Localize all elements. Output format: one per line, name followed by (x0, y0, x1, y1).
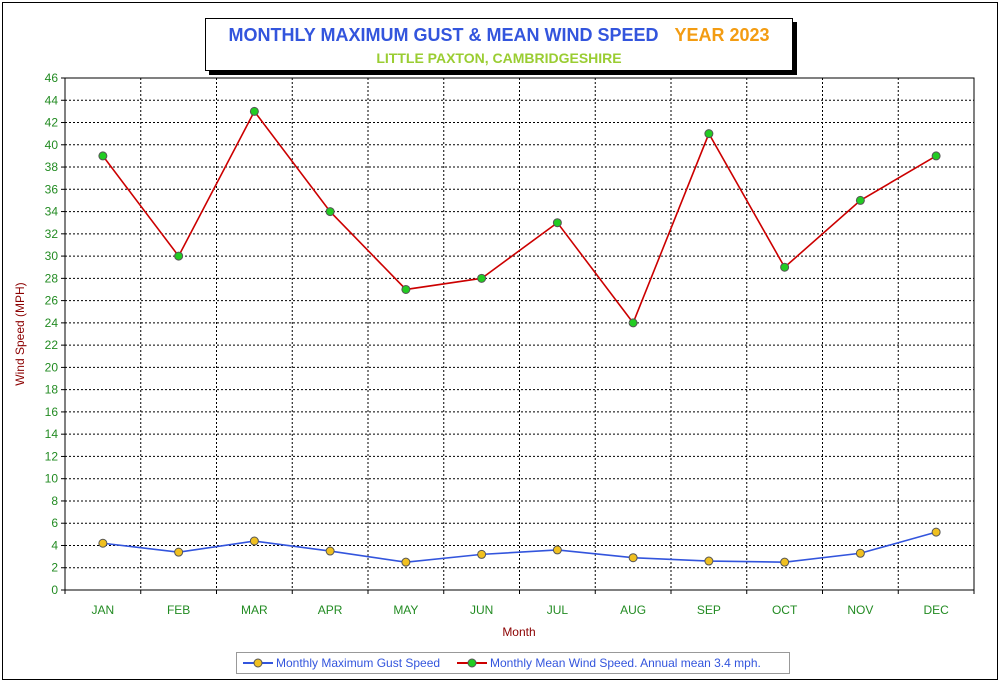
series (98, 106, 941, 567)
y-tick-label: 8 (51, 494, 58, 508)
x-tick-label-nov: NOV (847, 603, 873, 617)
x-tick-label-jan: JAN (92, 603, 115, 617)
data-point-gust-mar (249, 536, 259, 546)
y-tick-label: 4 (51, 538, 58, 552)
data-point-mean-mar (249, 106, 259, 116)
legend-item-gust: Monthly Maximum Gust Speed (243, 656, 440, 670)
data-point-mean-nov (855, 195, 865, 205)
chart-subtitle: LITTLE PAXTON, CAMBRIDGESHIRE (376, 50, 622, 66)
data-point-gust-jun (477, 549, 487, 559)
data-point-mean-aug (628, 318, 638, 328)
x-tick-label-aug: AUG (620, 603, 646, 617)
y-axis-title: Wind Speed (MPH) (13, 282, 27, 385)
y-tick-label: 42 (45, 116, 59, 130)
x-tick-label-feb: FEB (167, 603, 190, 617)
title-main: MONTHLY MAXIMUM GUST & MEAN WIND SPEED (228, 25, 659, 45)
y-tick-label: 16 (45, 405, 59, 419)
y-tick-label: 0 (51, 583, 58, 597)
data-point-mean-may (401, 284, 411, 294)
data-point-mean-jul (552, 218, 562, 228)
x-tick-label-jul: JUL (547, 603, 569, 617)
x-tick-label-oct: OCT (772, 603, 798, 617)
legend-label-gust: Monthly Maximum Gust Speed (276, 656, 441, 670)
grid (65, 78, 974, 590)
data-point-gust-apr (325, 546, 335, 556)
y-tick-label: 12 (45, 449, 59, 463)
data-point-mean-feb (174, 251, 184, 261)
y-tick-label: 24 (45, 316, 59, 330)
y-tick-label: 2 (51, 561, 58, 575)
data-point-gust-may (401, 557, 411, 567)
x-tick-label-sep: SEP (697, 603, 721, 617)
data-point-mean-oct (780, 262, 790, 272)
data-point-gust-aug (628, 553, 638, 563)
x-tick-label-may: MAY (393, 603, 418, 617)
y-tick-label: 30 (45, 249, 59, 263)
y-tick-label: 44 (45, 93, 59, 107)
data-point-mean-jun (477, 273, 487, 283)
y-tick-label: 34 (45, 205, 59, 219)
y-tick-label: 28 (45, 271, 59, 285)
y-tick-label: 10 (45, 472, 59, 486)
data-point-gust-sep (704, 556, 714, 566)
y-tick-label: 14 (45, 427, 59, 441)
x-axis-ticks: JAN FEB MAR APR MAY JUN JUL AUG SEP OCT NOV DEC (64, 590, 975, 617)
x-tick-label-apr: APR (318, 603, 343, 617)
data-point-mean-sep (704, 129, 714, 139)
legend: Monthly Maximum Gust Speed Monthly Mean … (236, 652, 790, 674)
legend-item-mean: Monthly Mean Wind Speed. Annual mean 3.4… (457, 656, 761, 670)
data-point-gust-nov (855, 548, 865, 558)
y-tick-label: 40 (45, 138, 59, 152)
y-tick-label: 32 (45, 227, 59, 241)
y-tick-label: 20 (45, 360, 59, 374)
title-box: MONTHLY MAXIMUM GUST & MEAN WIND SPEED YE… (205, 18, 793, 71)
y-tick-label: 36 (45, 182, 59, 196)
y-tick-label: 38 (45, 160, 59, 174)
data-point-gust-jan (98, 538, 108, 548)
data-point-mean-jan (98, 151, 108, 161)
y-tick-label: 6 (51, 516, 58, 530)
series-line-mean (102, 109, 937, 325)
y-axis-ticks: 0246810121416182022242628303234363840424… (45, 71, 65, 597)
data-point-gust-feb (174, 547, 184, 557)
chart-title: MONTHLY MAXIMUM GUST & MEAN WIND SPEED YE… (206, 25, 792, 46)
x-tick-label-jun: JUN (470, 603, 493, 617)
data-point-gust-jul (552, 545, 562, 555)
data-point-mean-apr (325, 207, 335, 217)
legend-gust-swatch (243, 658, 273, 668)
y-tick-label: 22 (45, 338, 59, 352)
data-point-mean-dec (931, 151, 941, 161)
x-tick-label-dec: DEC (923, 603, 949, 617)
y-tick-label: 46 (45, 71, 59, 85)
x-axis-title: Month (502, 625, 535, 639)
data-point-gust-oct (780, 557, 790, 567)
data-point-gust-dec (931, 527, 941, 537)
x-tick-label-mar: MAR (241, 603, 268, 617)
title-year: YEAR 2023 (674, 25, 770, 45)
legend-mean-swatch (457, 658, 487, 668)
series-line-gust (102, 531, 937, 563)
legend-label-mean: Monthly Mean Wind Speed. Annual mean 3.4… (490, 656, 761, 670)
y-tick-label: 26 (45, 294, 59, 308)
y-tick-label: 18 (45, 383, 59, 397)
